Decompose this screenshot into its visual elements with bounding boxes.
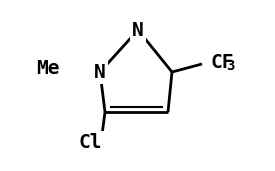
Text: N: N bbox=[132, 21, 144, 40]
Text: N: N bbox=[94, 62, 106, 82]
Text: Me: Me bbox=[36, 58, 60, 77]
Text: 3: 3 bbox=[226, 59, 234, 73]
Text: Cl: Cl bbox=[78, 134, 102, 153]
Text: CF: CF bbox=[210, 52, 233, 71]
